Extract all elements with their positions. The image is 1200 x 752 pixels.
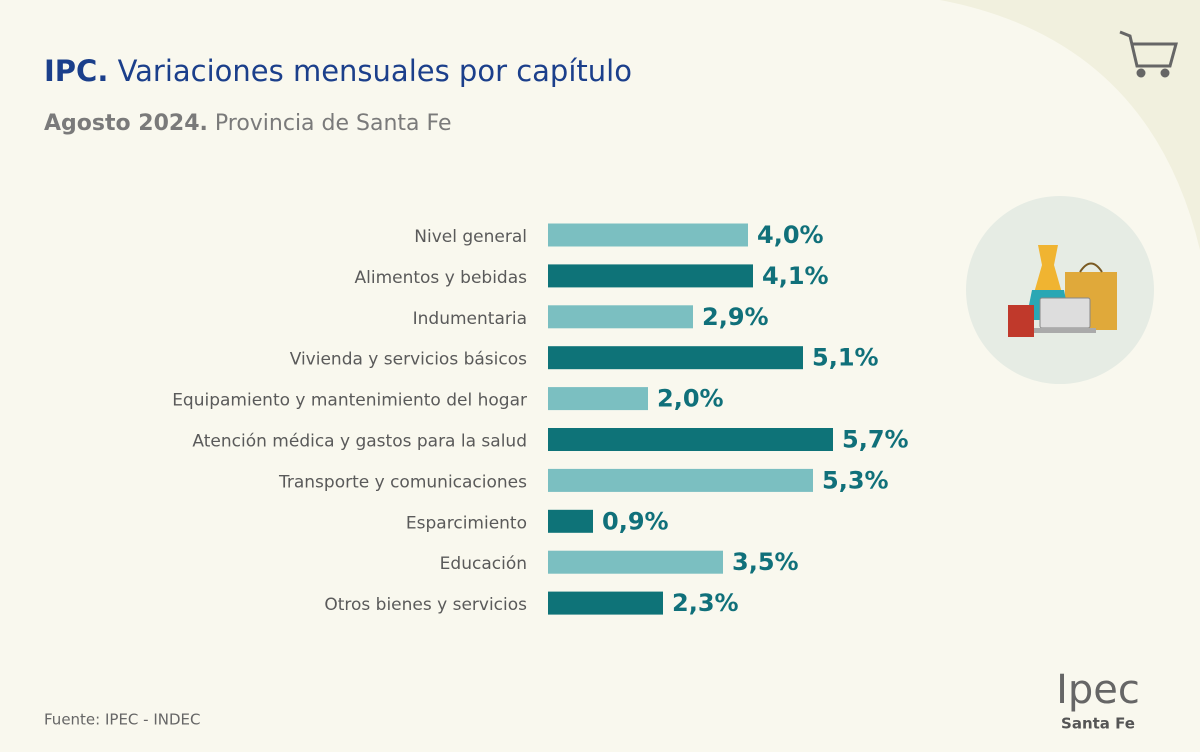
category-label: Esparcimiento — [406, 513, 527, 533]
category-label: Vivienda y servicios básicos — [290, 350, 527, 370]
bar — [548, 591, 663, 615]
category-label: Transporte y comunicaciones — [278, 472, 527, 492]
bar — [548, 428, 833, 451]
bar — [548, 264, 753, 288]
category-label: Otros bienes y servicios — [324, 595, 527, 615]
category-label: Nivel general — [414, 227, 527, 247]
value-label: 4,1% — [762, 262, 829, 290]
value-label: 3,5% — [732, 548, 799, 576]
value-label: 5,7% — [842, 426, 909, 454]
value-label: 4,0% — [757, 221, 824, 249]
cart-icon — [1119, 30, 1178, 78]
value-label: 2,9% — [702, 303, 769, 331]
source: Fuente: IPEC - INDEC — [44, 711, 201, 729]
chart-subtitle: Agosto 2024. Provincia de Santa Fe — [44, 111, 452, 136]
subtitle-rest: Provincia de Santa Fe — [215, 111, 452, 136]
bar — [548, 509, 593, 533]
bar — [548, 387, 648, 411]
bar — [548, 550, 723, 574]
subtitle-bold: Agosto 2024. — [44, 111, 208, 136]
value-label: 0,9% — [602, 507, 669, 535]
value-label: 5,1% — [812, 344, 879, 372]
category-label: Equipamiento y mantenimiento del hogar — [172, 391, 527, 411]
value-label: 2,3% — [672, 589, 739, 617]
logo: Ipec — [1056, 667, 1140, 713]
category-label: Alimentos y bebidas — [355, 268, 528, 288]
value-label: 5,3% — [822, 466, 889, 494]
bar — [548, 346, 803, 370]
category-label: Indumentaria — [413, 309, 527, 329]
title-bold: IPC. — [44, 54, 108, 88]
bar — [548, 468, 813, 492]
category-label: Educación — [440, 554, 527, 574]
title-rest: Variaciones mensuales por capítulo — [118, 54, 632, 88]
shopping-icon — [1008, 245, 1117, 337]
bar — [548, 223, 748, 247]
bar — [548, 305, 693, 329]
logo-sub: Santa Fe — [1061, 715, 1135, 733]
category-label: Atención médica y gastos para la salud — [192, 432, 527, 452]
chart-title: IPC. Variaciones mensuales por capítulo — [44, 54, 632, 88]
value-label: 2,0% — [657, 385, 724, 413]
